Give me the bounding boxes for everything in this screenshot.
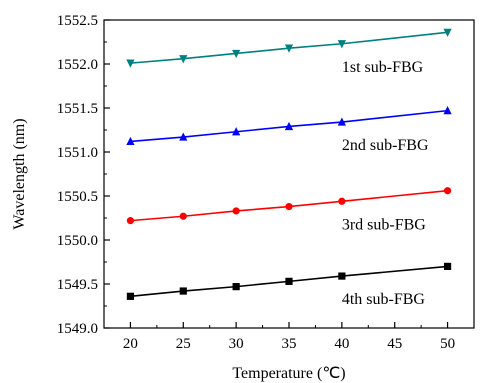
y-tick-label: 1550.5 [57, 189, 98, 205]
data-point [179, 287, 187, 295]
data-point [179, 55, 188, 64]
y-tick-label: 1549.5 [57, 277, 98, 293]
data-point [443, 106, 452, 115]
y-tick-label: 1551.0 [57, 145, 98, 161]
data-point [126, 217, 135, 225]
series-line [130, 109, 448, 143]
y-tick-label: 1551.5 [57, 101, 98, 117]
data-point [179, 132, 188, 141]
data-point [232, 207, 240, 215]
x-tick-label: 35 [282, 336, 297, 352]
series-label-background [338, 290, 429, 310]
data-point [284, 121, 294, 131]
series-line [130, 31, 448, 64]
data-point [285, 202, 293, 211]
series-label-background [338, 57, 427, 77]
series-label: 4th sub-FBG [342, 291, 426, 308]
series-layer [126, 28, 452, 300]
data-point [338, 197, 346, 205]
data-point [337, 40, 346, 49]
series-label: 3rd sub-FBG [342, 216, 426, 233]
x-tick-label: 45 [387, 336, 402, 352]
y-axis-ticks: 1549.0 1549.5 1550.0 1550.5 1551.0 1551.5 1552… [57, 13, 110, 337]
series-line [130, 265, 448, 298]
data-point [126, 292, 135, 300]
y-tick-label: 1552.0 [57, 57, 98, 73]
series-1 [126, 28, 452, 68]
x-axis-ticks: 20 25 30 35 40 45 50 [123, 322, 455, 352]
x-tick-label: 25 [176, 336, 191, 352]
y-tick-label: 1552.5 [57, 13, 98, 29]
data-point [179, 212, 187, 220]
data-point [284, 44, 294, 53]
data-point [126, 59, 135, 68]
series-line [130, 189, 448, 222]
series-label: 2nd sub-FBG [342, 137, 429, 154]
data-point [232, 283, 240, 291]
plot-frame [103, 19, 475, 329]
y-tick-label: 1549.0 [57, 321, 98, 337]
series-label-background [338, 136, 432, 156]
series-3 [126, 187, 452, 225]
data-point [232, 49, 241, 59]
x-tick-label: 40 [334, 336, 349, 352]
data-point [443, 187, 452, 195]
data-point [126, 136, 135, 146]
series-4 [126, 262, 452, 300]
data-point [338, 272, 346, 280]
series-label-background [338, 215, 430, 235]
x-tick-label: 30 [229, 336, 244, 352]
x-axis-title: Temperature (℃) [232, 365, 345, 382]
y-axis-title: Wavelength (nm) [11, 118, 28, 229]
data-point [337, 117, 346, 126]
x-tick-label: 50 [440, 336, 455, 352]
data-point [285, 277, 293, 285]
data-point [443, 262, 452, 270]
y-tick-label: 1550.0 [57, 233, 98, 249]
series-label-layer: 1st sub-FBG 2nd sub-FBG 3rd sub-FBG 4th sub… [338, 57, 432, 310]
series-2 [126, 106, 452, 146]
data-point [232, 127, 241, 136]
x-tick-label: 20 [123, 336, 138, 352]
data-point [443, 28, 452, 37]
series-label: 1st sub-FBG [342, 59, 424, 76]
